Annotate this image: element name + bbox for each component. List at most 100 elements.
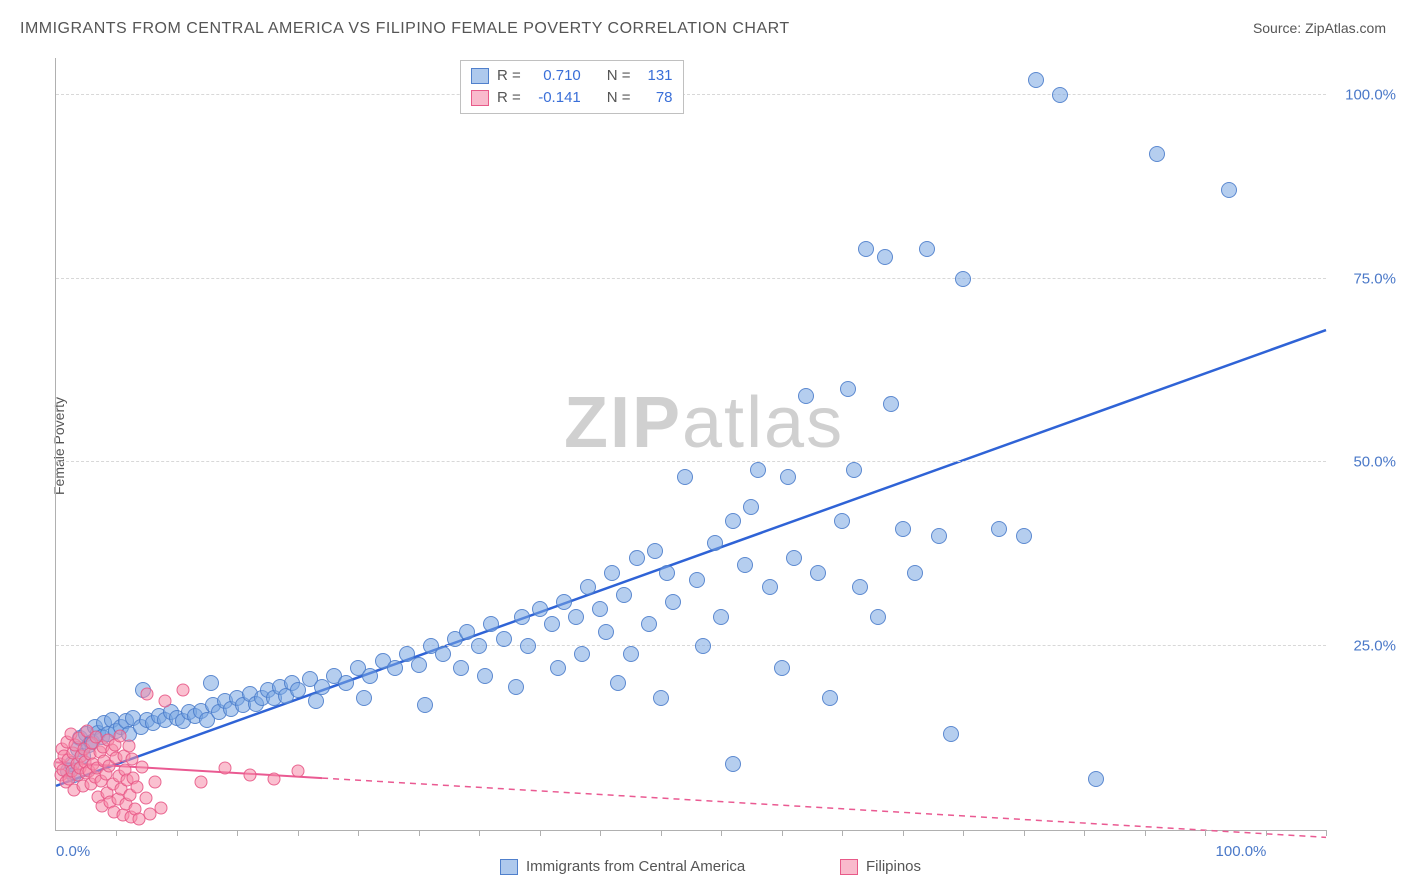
- data-point-blue: [362, 668, 378, 684]
- data-point-blue: [514, 609, 530, 625]
- x-tick: [963, 830, 964, 836]
- x-tick: [600, 830, 601, 836]
- data-point-blue: [858, 241, 874, 257]
- data-point-pink: [267, 772, 280, 785]
- data-point-blue: [1016, 528, 1032, 544]
- data-point-blue: [387, 660, 403, 676]
- data-point-blue: [762, 579, 778, 595]
- data-point-blue: [580, 579, 596, 595]
- data-point-pink: [149, 776, 162, 789]
- legend-row: R =-0.141N =78: [471, 87, 673, 109]
- x-tick: [903, 830, 904, 836]
- x-tick-label: 100.0%: [1216, 843, 1267, 860]
- gridline: [56, 461, 1326, 462]
- data-point-blue: [743, 499, 759, 515]
- source-attribution: Source: ZipAtlas.com: [1253, 20, 1386, 36]
- data-point-blue: [677, 469, 693, 485]
- data-point-blue: [822, 690, 838, 706]
- legend-swatch: [471, 68, 489, 84]
- data-point-blue: [568, 609, 584, 625]
- data-point-blue: [852, 579, 868, 595]
- data-point-blue: [665, 594, 681, 610]
- data-point-blue: [750, 462, 766, 478]
- legend-swatch: [840, 859, 858, 875]
- x-tick: [1205, 830, 1206, 836]
- data-point-pink: [243, 768, 256, 781]
- data-point-blue: [713, 609, 729, 625]
- y-tick-label: 25.0%: [1336, 638, 1396, 655]
- data-point-pink: [158, 695, 171, 708]
- x-tick: [842, 830, 843, 836]
- gridline: [56, 94, 1326, 95]
- data-point-pink: [122, 740, 135, 753]
- data-point-blue: [520, 638, 536, 654]
- data-point-blue: [786, 550, 802, 566]
- data-point-blue: [532, 601, 548, 617]
- data-point-blue: [877, 249, 893, 265]
- data-point-blue: [895, 521, 911, 537]
- legend-n-label: N =: [607, 65, 631, 87]
- data-point-blue: [308, 693, 324, 709]
- data-point-blue: [1149, 146, 1165, 162]
- x-tick: [358, 830, 359, 836]
- x-tick: [298, 830, 299, 836]
- source-label: Source:: [1253, 20, 1301, 36]
- legend-r-label: R =: [497, 87, 521, 109]
- data-point-pink: [177, 684, 190, 697]
- legend-row: R = 0.710 N = 131: [471, 65, 673, 87]
- legend-swatch: [471, 90, 489, 106]
- legend-n-label: N =: [607, 87, 631, 109]
- data-point-blue: [604, 565, 620, 581]
- x-tick: [1024, 830, 1025, 836]
- data-point-blue: [417, 697, 433, 713]
- data-point-blue: [931, 528, 947, 544]
- data-point-blue: [840, 381, 856, 397]
- data-point-blue: [496, 631, 512, 647]
- gridline: [56, 645, 1326, 646]
- data-point-blue: [508, 679, 524, 695]
- y-tick-label: 50.0%: [1336, 454, 1396, 471]
- data-point-blue: [592, 601, 608, 617]
- legend-n-value: 78: [639, 87, 673, 109]
- data-point-blue: [846, 462, 862, 478]
- legend-r-label: R =: [497, 65, 521, 87]
- data-point-blue: [598, 624, 614, 640]
- series-legend-item: Filipinos: [840, 858, 921, 875]
- data-point-blue: [725, 513, 741, 529]
- data-point-blue: [834, 513, 850, 529]
- data-point-pink: [219, 761, 232, 774]
- data-point-blue: [725, 756, 741, 772]
- data-point-blue: [653, 690, 669, 706]
- data-point-blue: [883, 396, 899, 412]
- data-point-blue: [574, 646, 590, 662]
- legend-n-value: 131: [639, 65, 673, 87]
- trend-lines-svg: [56, 58, 1326, 830]
- data-point-blue: [610, 675, 626, 691]
- data-point-blue: [1088, 771, 1104, 787]
- x-tick: [237, 830, 238, 836]
- data-point-pink: [135, 760, 148, 773]
- data-point-blue: [1052, 87, 1068, 103]
- data-point-blue: [810, 565, 826, 581]
- data-point-blue: [356, 690, 372, 706]
- data-point-blue: [556, 594, 572, 610]
- data-point-blue: [435, 646, 451, 662]
- x-tick: [782, 830, 783, 836]
- data-point-blue: [641, 616, 657, 632]
- data-point-blue: [919, 241, 935, 257]
- data-point-blue: [544, 616, 560, 632]
- data-point-blue: [737, 557, 753, 573]
- data-point-blue: [483, 616, 499, 632]
- x-tick: [419, 830, 420, 836]
- data-point-blue: [659, 565, 675, 581]
- data-point-blue: [629, 550, 645, 566]
- data-point-blue: [870, 609, 886, 625]
- data-point-blue: [471, 638, 487, 654]
- source-value: ZipAtlas.com: [1305, 20, 1386, 36]
- x-tick: [1326, 830, 1327, 836]
- data-point-blue: [955, 271, 971, 287]
- correlation-legend: R =0.710N =131R =-0.141N =78: [460, 60, 684, 114]
- data-point-blue: [616, 587, 632, 603]
- data-point-pink: [155, 801, 168, 814]
- legend-r-value: 0.710: [529, 65, 581, 87]
